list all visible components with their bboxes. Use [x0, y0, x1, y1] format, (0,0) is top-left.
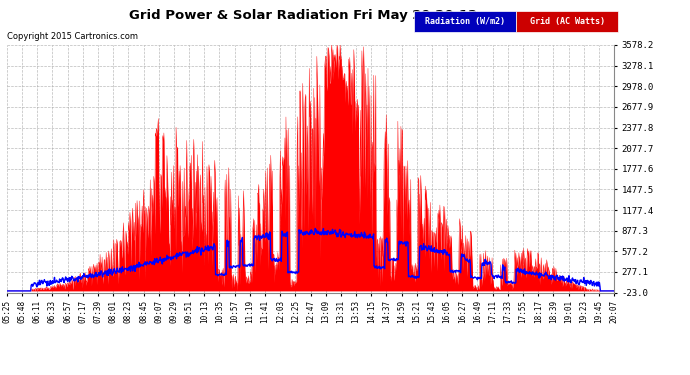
Text: Radiation (W/m2): Radiation (W/m2) [425, 17, 505, 26]
Text: Copyright 2015 Cartronics.com: Copyright 2015 Cartronics.com [7, 32, 138, 41]
Text: Grid Power & Solar Radiation Fri May 29 20:12: Grid Power & Solar Radiation Fri May 29 … [130, 9, 477, 22]
Text: Grid (AC Watts): Grid (AC Watts) [530, 17, 604, 26]
